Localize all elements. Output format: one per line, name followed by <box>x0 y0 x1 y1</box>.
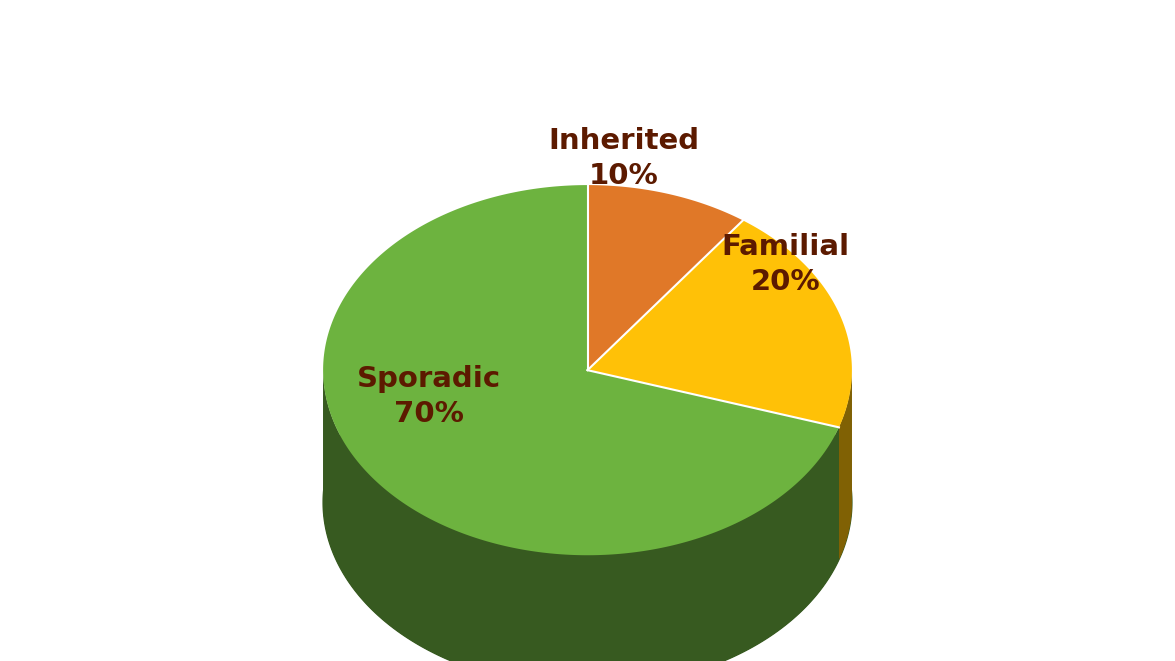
Polygon shape <box>323 370 839 661</box>
Text: Inherited
10%: Inherited 10% <box>549 128 699 190</box>
Polygon shape <box>588 185 743 370</box>
Polygon shape <box>323 317 852 661</box>
Polygon shape <box>588 220 852 428</box>
Polygon shape <box>323 374 839 661</box>
Text: Sporadic
70%: Sporadic 70% <box>357 366 501 428</box>
Polygon shape <box>839 370 852 559</box>
Text: Familial
20%: Familial 20% <box>721 233 850 295</box>
Polygon shape <box>323 185 839 555</box>
Polygon shape <box>839 371 852 560</box>
